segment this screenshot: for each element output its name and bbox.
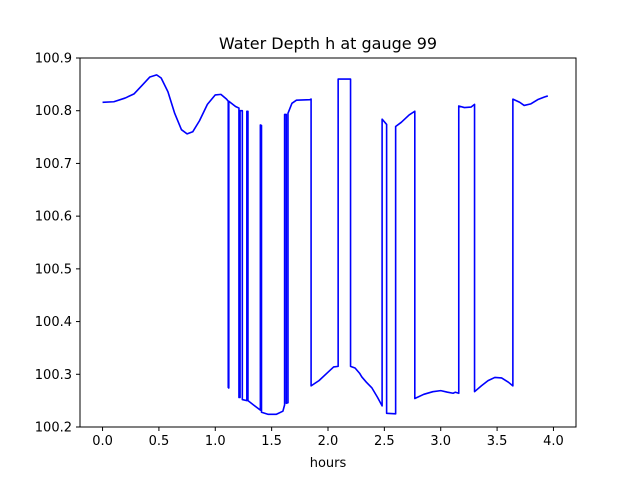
- x-tick-label: 1.5: [261, 434, 282, 449]
- y-tick-label: 100.8: [35, 104, 72, 119]
- chart-title: Water Depth h at gauge 99: [219, 34, 437, 53]
- x-tick-label: 3.5: [487, 434, 508, 449]
- series-line: [102, 74, 549, 416]
- x-tick-label: 0.5: [149, 434, 170, 449]
- series-layer: [102, 74, 549, 416]
- x-tick-label: 3.0: [430, 434, 451, 449]
- y-tick-label: 100.6: [35, 210, 72, 225]
- y-tick-label: 100.3: [35, 368, 72, 383]
- y-tick-label: 100.9: [35, 52, 72, 67]
- y-tick-label: 100.4: [35, 315, 72, 330]
- x-tick-label: 2.0: [318, 434, 339, 449]
- y-axis-ticks: 100.2 100.3 100.4 100.5 100.6 100.7 100.8 100.9: [35, 52, 80, 436]
- y-tick-label: 100.5: [35, 262, 72, 277]
- x-axis-ticks: 0.0 0.5 1.0 1.5 2.0 2.5 3.0 3.5 4.0: [92, 427, 564, 449]
- x-axis-title: hours: [310, 456, 347, 471]
- y-tick-label: 100.2: [35, 421, 72, 436]
- x-tick-label: 4.0: [543, 434, 564, 449]
- x-tick-label: 1.0: [205, 434, 226, 449]
- x-tick-label: 2.5: [374, 434, 395, 449]
- y-tick-label: 100.7: [35, 157, 72, 172]
- x-tick-label: 0.0: [92, 434, 113, 449]
